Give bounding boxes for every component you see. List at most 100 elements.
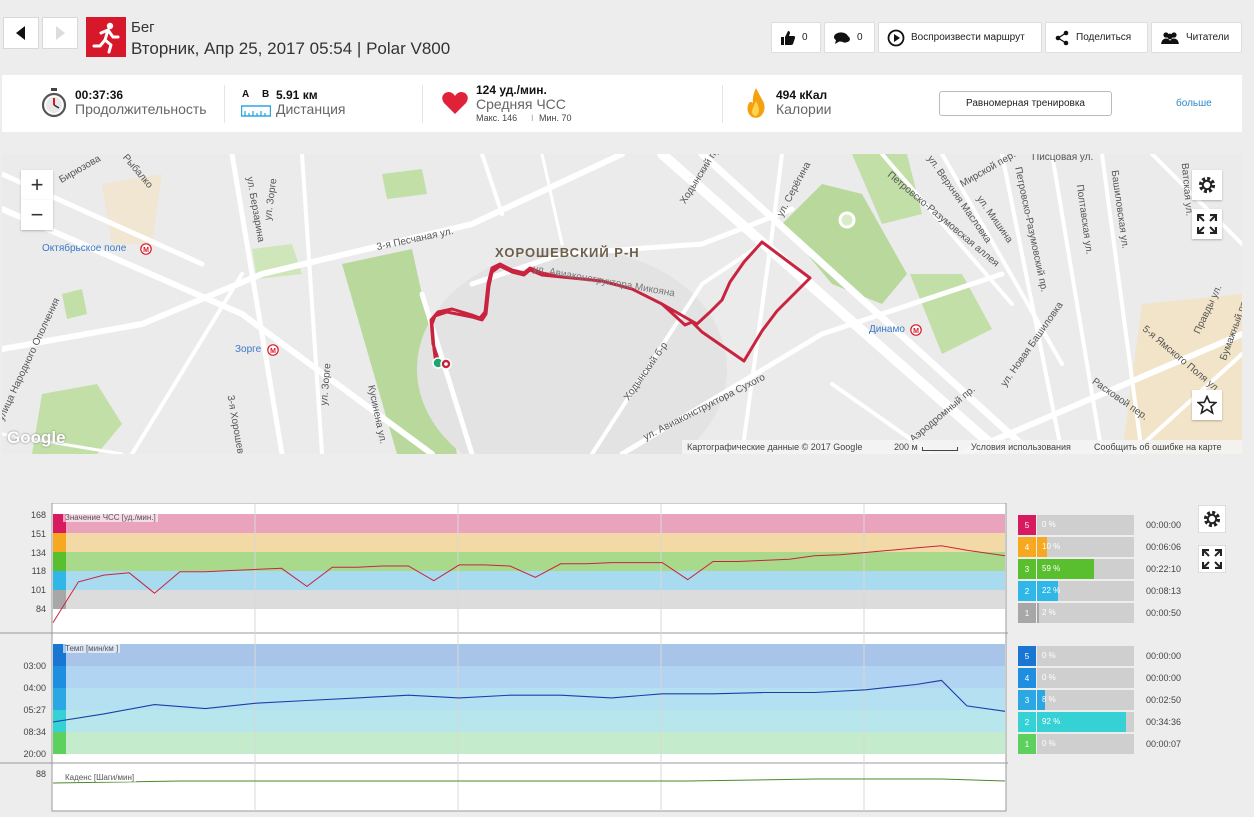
street-label: Писцовая ул. [1032,154,1094,163]
arrow-right-icon [56,26,65,40]
zoom-in-button[interactable]: + [21,170,53,200]
zone-time: 00:00:07 [1146,739,1182,749]
zone-number: 2 [1018,581,1036,601]
hr-zone-band [53,552,1005,571]
charts-canvas [0,502,1008,812]
pace-tick: 04:00 [23,683,46,693]
cadence-series-line [52,778,1006,784]
fullscreen-icon [1202,549,1222,569]
zone-bar: 8 % [1037,690,1134,710]
zone-number: 5 [1018,515,1036,535]
svg-text:M: M [143,247,149,254]
hr-zone-band [53,533,1005,552]
zone-fill [1037,712,1127,732]
zone-number: 1 [1018,603,1036,623]
pace-zone-row: 5 0 % [1018,646,1134,666]
like-button[interactable]: 0 [771,22,821,53]
divider [224,85,225,123]
back-button[interactable] [3,17,39,49]
hr-tick: 118 [31,566,46,576]
gear-icon [1198,176,1216,194]
zone-bar: 0 % [1037,646,1134,666]
share-button[interactable]: Поделиться [1045,22,1148,53]
hr-tick: 101 [30,585,46,595]
map-settings-button[interactable] [1192,170,1222,200]
training-benefit-button[interactable]: Равномерная тренировка [939,91,1112,116]
zone-percent: 0 % [1042,651,1056,660]
stopwatch-icon [41,88,67,118]
pace-tick: 20:00 [23,749,46,759]
hr-zone-strip [53,571,66,590]
avg-hr-value: 124 уд./мин. [476,83,547,97]
fullscreen-button[interactable] [1192,209,1222,239]
comments-icon [834,31,850,44]
gear-icon [1203,510,1221,528]
zone-percent: 0 % [1042,520,1056,529]
metro-icon: M [140,243,152,255]
zone-bar: 0 % [1037,734,1134,754]
hr-tick: 168 [30,510,46,520]
pace-tick: 03:00 [23,661,46,671]
terms-link[interactable]: Условия использования [971,442,1071,452]
scale-label: 200 м [894,442,918,452]
zone-number: 4 [1018,668,1036,688]
followers-label: Читатели [1186,32,1230,43]
zone-number: 1 [1018,734,1036,754]
zone-time: 00:06:06 [1146,542,1182,552]
zone-bar: 0 % [1037,668,1134,688]
flame-icon [747,88,765,118]
distance-b-label: B [262,89,270,100]
comment-button[interactable]: 0 [824,22,875,53]
replay-route-button[interactable]: Воспроизвести маршрут [878,22,1042,53]
zone-bar: 92 % [1037,712,1134,732]
hr-tick: 84 [35,604,46,614]
divider [422,85,423,123]
share-icon [1055,30,1069,45]
play-circle-icon [887,29,905,46]
route-map[interactable]: ХОРОШЕВСКИЙ Р-Н Бирюзова Рыбалко Октябрь… [2,154,1242,454]
pace-zone-strip [53,732,66,754]
pace-chart-title: Темп [мин/км ] [63,644,121,653]
forward-button[interactable] [42,17,78,49]
zone-bar: 22 % [1037,581,1134,601]
followers-button[interactable]: Читатели [1151,22,1242,53]
zone-fill [1037,581,1059,601]
hr-zone-row: 4 10 % [1018,537,1134,557]
pace-zone-row: 4 0 % [1018,668,1134,688]
report-error-link[interactable]: Сообщить об ошибке на карте [1094,442,1222,452]
zone-time: 00:00:00 [1146,520,1182,530]
max-hr: Макс. 146 [476,113,518,123]
hr-zone-row: 1 2 % [1018,603,1134,623]
zone-bar: 0 % [1037,515,1134,535]
zoom-out-button[interactable]: − [21,200,53,230]
avg-hr-label: Средняя ЧСС [476,96,566,112]
zone-bar: 2 % [1037,603,1134,623]
zone-fill [1037,537,1047,557]
hr-zone-row: 2 22 % [1018,581,1134,601]
svg-text:M: M [270,348,276,355]
metro-label: Зорге [235,344,262,355]
hr-zone-band [53,514,1005,533]
chart-fullscreen-button[interactable] [1198,545,1226,573]
share-label: Поделиться [1076,32,1132,43]
pace-zone-band [53,688,1005,710]
chart-settings-button[interactable] [1198,505,1226,533]
zone-time: 00:34:36 [1146,717,1182,727]
sport-title: Бег [131,19,155,36]
zone-percent: 10 % [1042,542,1061,551]
metro-label: Октябрьское поле [42,243,127,254]
duration-value: 00:37:36 [75,88,124,102]
hr-tick: 151 [30,529,46,539]
cadence-tick: 88 [35,769,46,779]
arrow-left-icon [16,26,25,40]
zone-time: 00:02:50 [1146,695,1182,705]
charts-panel: Значение ЧСС [уд./мин.] Темп [мин/км ] К… [0,502,1008,813]
zone-bar: 59 % [1037,559,1134,579]
more-link[interactable]: больше [1176,98,1212,109]
hr-zone-strip [53,552,66,571]
zone-percent: 92 % [1042,717,1061,726]
pace-zone-row: 3 8 % [1018,690,1134,710]
zone-time: 00:00:00 [1146,673,1182,683]
hr-zone-strip [53,514,66,533]
favorite-button[interactable] [1192,390,1222,420]
